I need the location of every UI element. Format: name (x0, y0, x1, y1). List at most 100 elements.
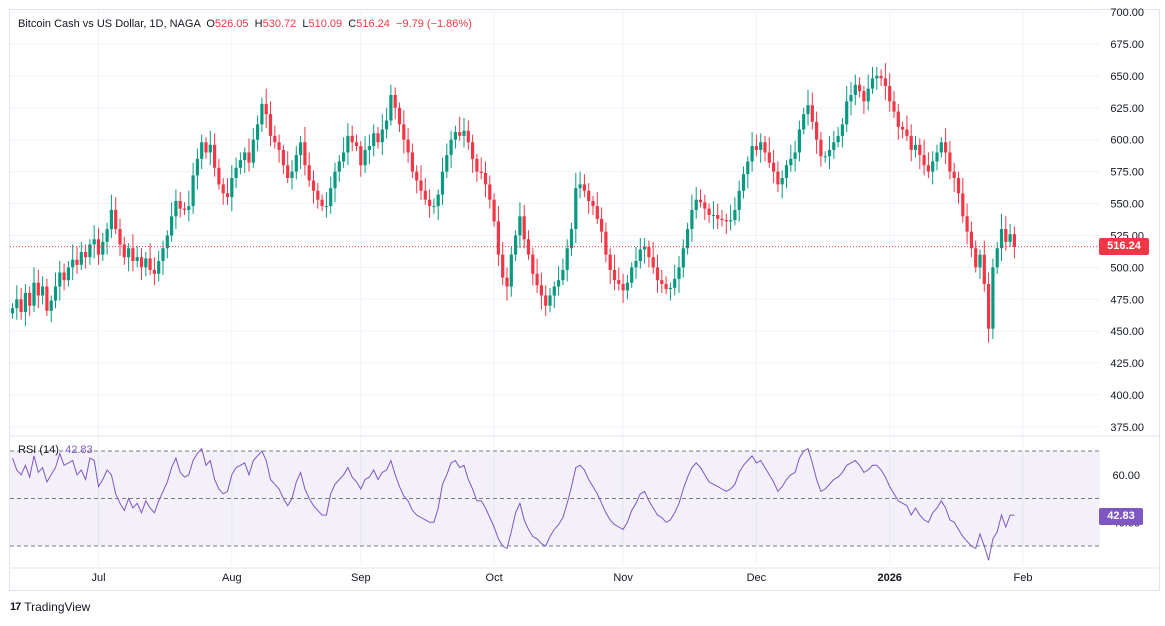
candle-body (109, 209, 113, 230)
rsi-legend[interactable]: RSI (14) 42.83 (18, 444, 93, 456)
candle (488, 175, 492, 209)
candle-body (875, 75, 879, 79)
time-tick-label: Aug (222, 572, 242, 584)
candle (991, 258, 995, 339)
candle-body (157, 261, 161, 274)
candle-body (965, 216, 969, 232)
close-value: 516.24 (356, 18, 390, 30)
candle (535, 258, 539, 293)
candle (385, 107, 389, 139)
candle-body (139, 257, 144, 268)
candle-body (501, 254, 505, 278)
candle (668, 282, 672, 301)
candle (453, 125, 457, 149)
candle-body (393, 95, 397, 108)
candle (634, 246, 638, 279)
candle-body (19, 299, 23, 313)
candle (608, 248, 612, 284)
candle-body (991, 267, 995, 329)
candle (557, 266, 561, 296)
candle-body (32, 282, 36, 306)
candle (948, 140, 952, 180)
candle-body (849, 95, 853, 102)
candle (221, 178, 225, 205)
candle-body (15, 299, 19, 309)
candle-body (853, 84, 857, 95)
symbol-legend[interactable]: Bitcoin Cash vs US Dollar, 1D, NAGA O526… (18, 18, 472, 30)
candle-body (797, 129, 801, 153)
candle (909, 124, 913, 162)
candle (776, 161, 780, 193)
candle (346, 123, 350, 166)
candle (290, 160, 294, 190)
candle-body (561, 269, 565, 281)
candle-body (479, 171, 483, 173)
candle (600, 207, 604, 244)
candle-body (458, 132, 462, 136)
candle (208, 130, 212, 166)
candle (587, 183, 591, 214)
candle (729, 204, 733, 231)
time-tick-label: Dec (747, 572, 767, 584)
candle (569, 222, 574, 256)
candle (845, 86, 849, 133)
candle-body (922, 155, 926, 166)
candle-body (681, 248, 685, 268)
brand[interactable]: 17 TradingView (10, 600, 90, 614)
candle-body (363, 149, 367, 166)
candle-body (617, 280, 621, 284)
candle (987, 272, 991, 343)
candle-body (905, 129, 909, 136)
low-value: 510.09 (308, 18, 343, 30)
candle (883, 63, 887, 101)
candle (251, 128, 255, 168)
candle-body (862, 91, 866, 102)
candle-body (311, 180, 316, 191)
candle (716, 203, 720, 230)
candle-body (496, 221, 500, 255)
candle-body (174, 200, 178, 217)
candle-body (88, 244, 92, 258)
candle-body (299, 142, 303, 156)
candle-body (277, 142, 281, 150)
candle-body (165, 235, 169, 249)
candle (870, 66, 875, 94)
candle-body (677, 267, 681, 279)
candle-body (651, 257, 655, 268)
candle (604, 222, 608, 263)
candle-body (415, 171, 419, 181)
candle (53, 272, 58, 309)
candle-body (634, 261, 638, 268)
candle (875, 66, 879, 90)
candle-body (49, 300, 53, 311)
candle-body (436, 194, 440, 207)
candle-body (888, 86, 892, 102)
candle-body (475, 158, 479, 172)
candle (892, 91, 896, 118)
candle-body (84, 252, 88, 258)
tradingview-logo-icon: 17 (10, 601, 21, 613)
candle (187, 190, 191, 222)
price-tick-label: 450.00 (1110, 326, 1144, 338)
candle-body (53, 286, 58, 301)
candle-body (539, 285, 543, 296)
candle (75, 246, 79, 274)
candle-body (359, 146, 363, 166)
price-tick-label: 400.00 (1110, 390, 1144, 402)
candle-body (466, 130, 470, 143)
candle-body (483, 172, 488, 185)
rsi-tick-label: 60.00 (1112, 470, 1140, 482)
candle (423, 178, 427, 205)
candle-body (260, 103, 264, 125)
candle (84, 244, 88, 269)
candle-body (879, 75, 883, 79)
candle (92, 225, 96, 259)
candle (849, 82, 853, 116)
candle (647, 240, 651, 268)
candle (380, 114, 384, 156)
candle-body (238, 160, 242, 168)
candle (406, 128, 410, 163)
candle (746, 156, 750, 189)
candle (28, 286, 32, 316)
